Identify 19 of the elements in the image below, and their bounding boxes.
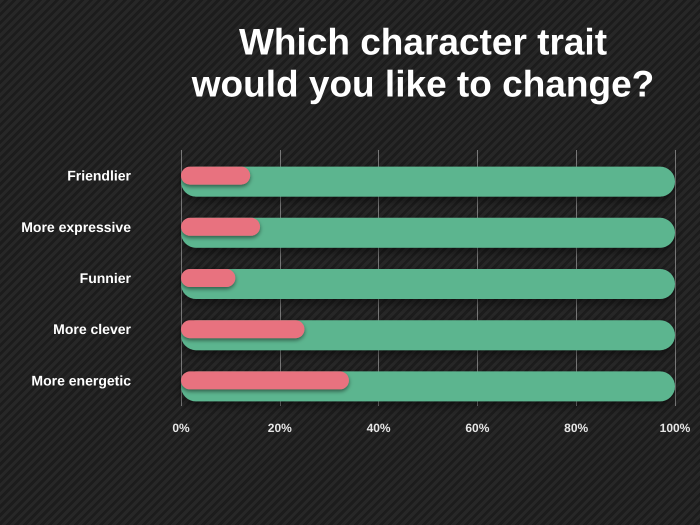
bar xyxy=(181,218,260,236)
y-tick-label: More energetic xyxy=(31,372,132,388)
x-tick-label: 60% xyxy=(465,421,490,435)
bar xyxy=(181,269,675,299)
bar xyxy=(181,166,675,197)
x-tick-label: 0% xyxy=(172,421,190,435)
y-tick-label: Funnier xyxy=(80,270,132,286)
bar xyxy=(181,320,304,338)
chart-title: Which character trait would you like to change? xyxy=(190,22,654,104)
y-tick-label: More clever xyxy=(53,321,132,338)
x-tick-label: 40% xyxy=(366,421,391,435)
y-tick-label: More expressive xyxy=(21,218,132,235)
y-tick-label: Friendlier xyxy=(67,168,132,184)
x-tick-label: 20% xyxy=(268,421,292,435)
bar xyxy=(181,166,250,185)
bar xyxy=(181,371,349,390)
x-tick-label: 100% xyxy=(660,421,691,435)
bar xyxy=(181,218,675,248)
x-tick-label: 80% xyxy=(564,421,589,435)
